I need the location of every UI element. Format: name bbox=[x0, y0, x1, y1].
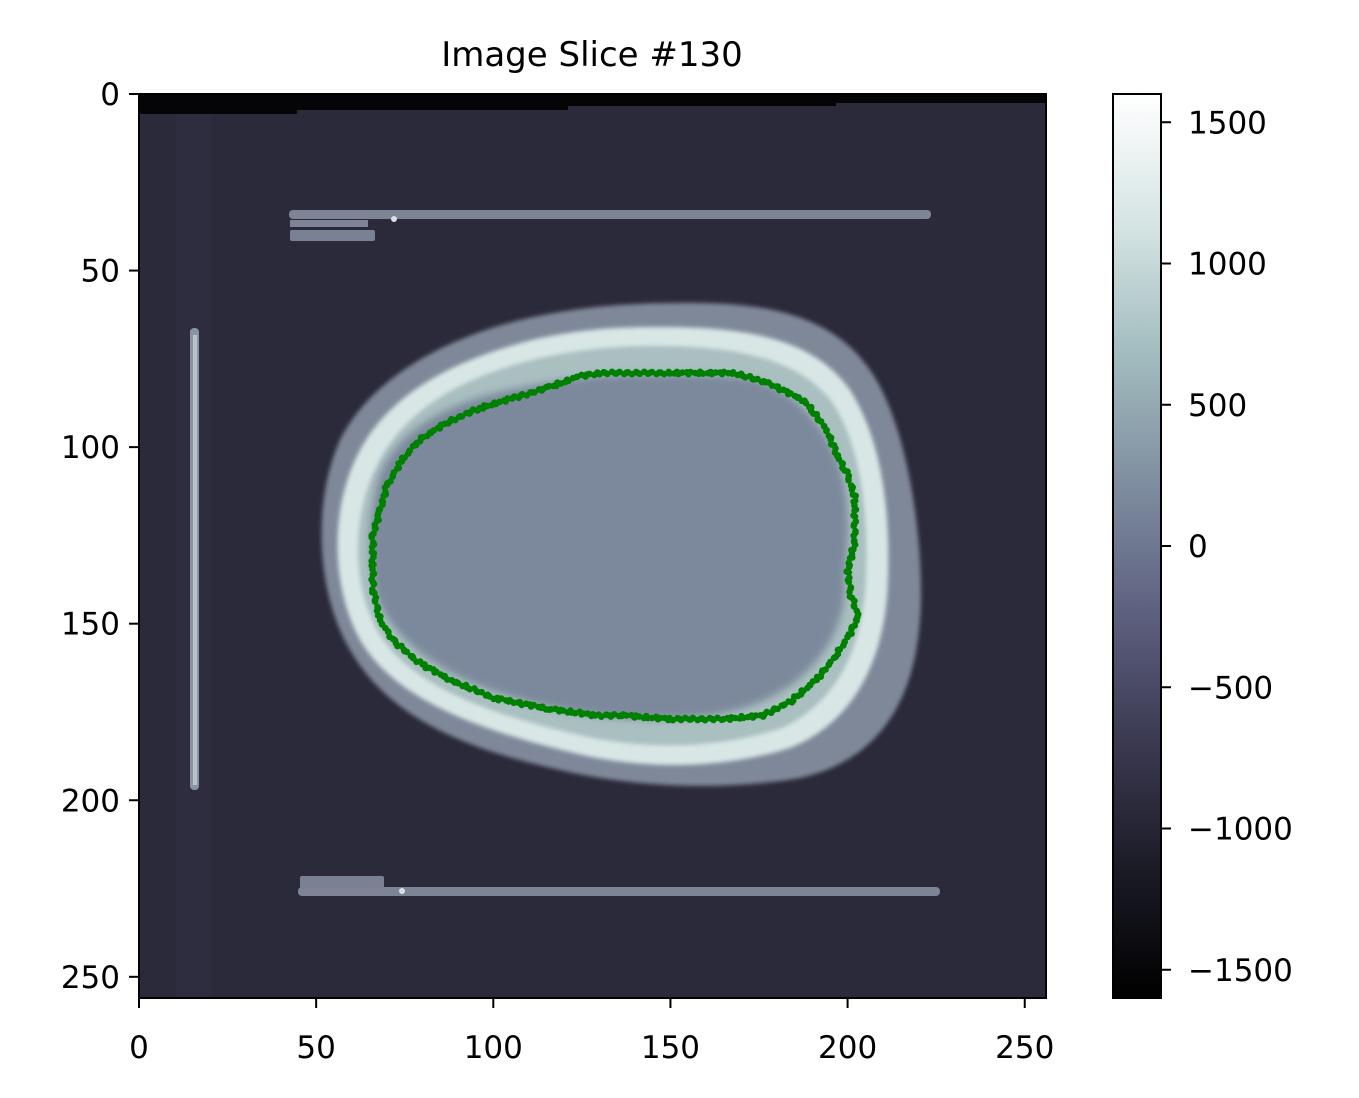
colorbar-bar bbox=[1112, 93, 1162, 999]
contour-point bbox=[845, 569, 853, 576]
colorbar-tick-label: 1000 bbox=[1188, 247, 1267, 283]
contour-point bbox=[594, 369, 601, 376]
contour-point bbox=[407, 652, 415, 660]
y-tick-label: 150 bbox=[61, 607, 120, 643]
y-tick-label: 0 bbox=[100, 77, 120, 113]
x-tick-label: 100 bbox=[464, 1030, 523, 1066]
contour-point bbox=[845, 578, 853, 586]
contour-point bbox=[628, 711, 635, 719]
image-area bbox=[139, 94, 1046, 998]
colorbar-tick-label: −500 bbox=[1188, 670, 1273, 706]
colorbar-tick-label: 0 bbox=[1188, 529, 1208, 565]
contour-point bbox=[368, 548, 376, 556]
contour-point bbox=[850, 522, 857, 530]
contour-point bbox=[848, 486, 856, 494]
y-tick-label: 50 bbox=[81, 254, 120, 290]
top-edge-strip bbox=[139, 94, 1046, 114]
y-tick-label: 250 bbox=[61, 960, 120, 996]
top-bar bbox=[289, 210, 931, 241]
contour-point bbox=[757, 712, 764, 719]
x-axis: 0 50 100 150 200 250 bbox=[129, 998, 1054, 1066]
contour-point bbox=[369, 586, 376, 593]
contour-point bbox=[699, 370, 707, 378]
contour-point bbox=[661, 714, 669, 722]
contour-point bbox=[850, 532, 857, 539]
colorbar-axis: −1500 −1000 −500 0 500 1000 1500 bbox=[1161, 105, 1293, 989]
colorbar-tick-label: 1500 bbox=[1188, 105, 1267, 141]
contour-point bbox=[374, 603, 381, 611]
contour-point bbox=[827, 436, 834, 443]
y-tick-label: 200 bbox=[61, 783, 120, 819]
left-bar bbox=[190, 328, 199, 790]
contour-point bbox=[848, 625, 855, 633]
axes-frame bbox=[138, 93, 1047, 999]
contour-point bbox=[382, 489, 389, 496]
y-axis: 0 50 100 150 200 250 bbox=[61, 77, 139, 996]
contour-point bbox=[823, 427, 830, 435]
contour-point bbox=[666, 370, 673, 377]
x-tick-label: 250 bbox=[995, 1030, 1054, 1066]
chart-title: Image Slice #130 bbox=[441, 35, 743, 75]
x-tick-label: 200 bbox=[818, 1030, 877, 1066]
head-phantom bbox=[321, 302, 922, 786]
brain-tissue bbox=[369, 374, 848, 720]
x-tick-label: 0 bbox=[129, 1030, 149, 1066]
contour-point bbox=[852, 492, 859, 500]
colorbar-tick-label: −1500 bbox=[1188, 953, 1293, 989]
contour-point bbox=[851, 513, 859, 520]
contour bbox=[368, 368, 862, 724]
bottom-bar bbox=[298, 876, 940, 896]
contour-point bbox=[712, 369, 719, 376]
contour-point bbox=[531, 389, 538, 396]
colorbar-tick-label: 500 bbox=[1188, 388, 1247, 424]
y-tick-label: 100 bbox=[61, 430, 120, 466]
contour-point bbox=[845, 477, 852, 484]
contour-point bbox=[370, 539, 377, 546]
x-tick-label: 150 bbox=[641, 1030, 700, 1066]
x-tick-label: 50 bbox=[296, 1030, 335, 1066]
colorbar-tick-label: −1000 bbox=[1188, 812, 1293, 848]
